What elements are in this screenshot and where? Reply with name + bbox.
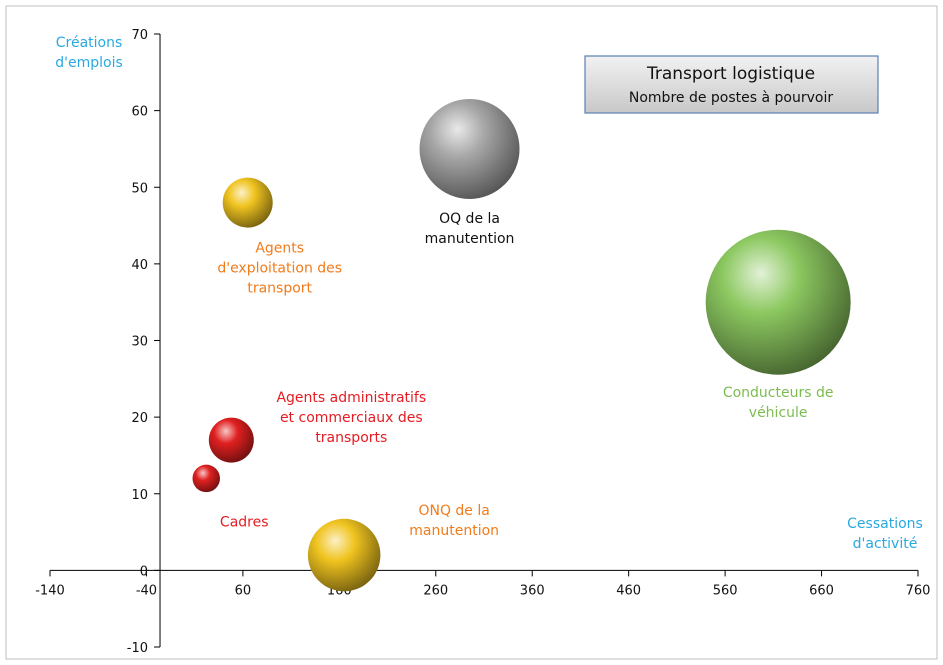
x-tick-label: 60 bbox=[235, 583, 252, 598]
bubble-label: Conducteurs de véhicule bbox=[723, 385, 834, 421]
y-tick-label: 60 bbox=[131, 105, 148, 120]
bubbles bbox=[192, 98, 851, 592]
x-tick-label: 660 bbox=[809, 583, 834, 598]
bubble-label: Agents d'exploitation des transport bbox=[217, 241, 342, 297]
y-tick-label: 10 bbox=[131, 488, 148, 503]
bubble-labels: Agents d'exploitation des transport OQ de l… bbox=[217, 211, 833, 539]
bubble-label: Agents administratifs et commerciaux des t… bbox=[276, 390, 426, 446]
bubble-label: ONQ de la manutention bbox=[409, 503, 499, 539]
y-tick-label: 40 bbox=[131, 258, 148, 273]
x-tick-label: -140 bbox=[35, 583, 65, 598]
y-tick-label: 30 bbox=[131, 335, 148, 350]
bubble bbox=[192, 464, 220, 493]
x-tick-label: -40 bbox=[136, 583, 157, 598]
y-tick-label: 50 bbox=[131, 181, 148, 196]
title-box-background bbox=[584, 55, 879, 114]
bubble bbox=[419, 98, 520, 199]
bubble-label: OQ de la manutention bbox=[425, 211, 515, 247]
x-tick-label: 460 bbox=[616, 583, 641, 598]
x-tick-label: 260 bbox=[423, 583, 448, 598]
chart-subtitle: Nombre de postes à pourvoir bbox=[629, 90, 833, 106]
x-tick-label: 760 bbox=[906, 583, 931, 598]
bubble bbox=[222, 177, 273, 228]
bubble-label: Cadres bbox=[220, 514, 269, 530]
x-tick-label: 360 bbox=[520, 583, 545, 598]
y-tick-label: 20 bbox=[131, 411, 148, 426]
bubble bbox=[307, 518, 381, 592]
bubble bbox=[208, 417, 254, 463]
y-axis-title: Créations d'emplois bbox=[55, 35, 123, 71]
x-axis-title: Cessations d'activité bbox=[847, 516, 923, 552]
bubble bbox=[705, 229, 851, 375]
y-tick-label: 70 bbox=[131, 28, 148, 43]
chart-title: Transport logistique bbox=[646, 64, 815, 84]
y-tick-label: 0 bbox=[140, 564, 148, 579]
x-tick-label: 560 bbox=[713, 583, 738, 598]
axes bbox=[49, 33, 919, 648]
title-box: Transport logistique Nombre de postes à … bbox=[584, 55, 879, 114]
y-tick-label: -10 bbox=[127, 641, 148, 656]
